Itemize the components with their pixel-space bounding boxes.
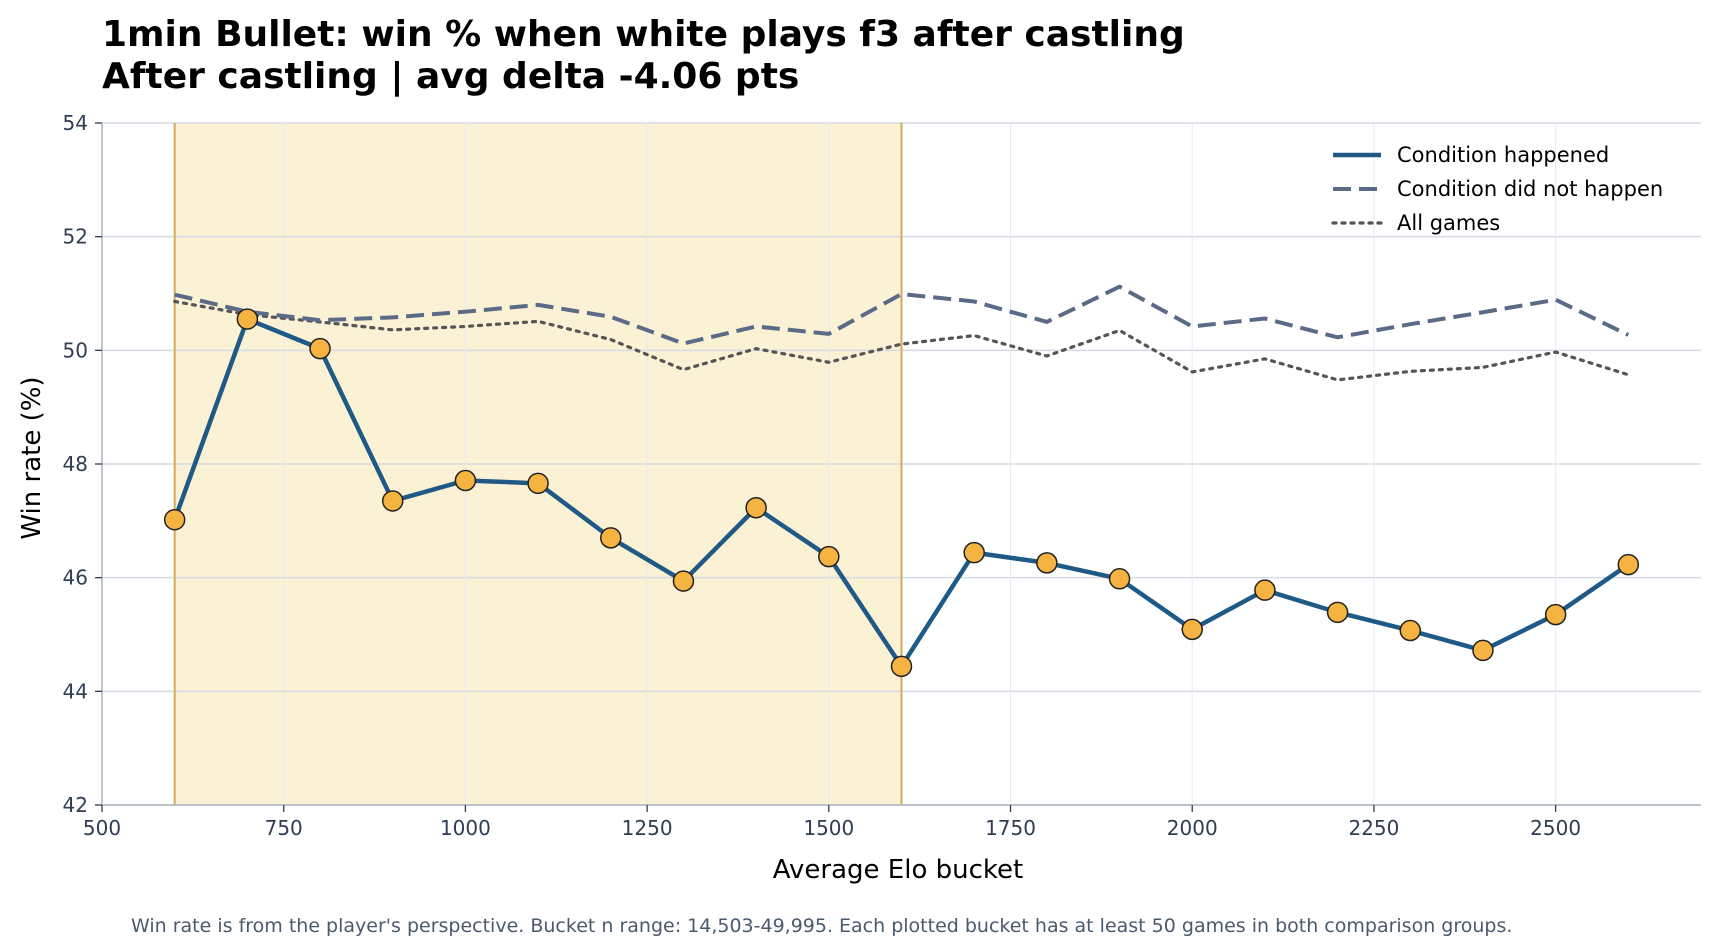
y-tick-label: 42	[63, 793, 88, 817]
data-point	[745, 497, 767, 519]
x-tick-label: 1750	[985, 816, 1036, 840]
x-tick-label: 2000	[1167, 816, 1218, 840]
x-tick-label: 2500	[1530, 816, 1581, 840]
legend-label: Condition did not happen	[1397, 177, 1663, 201]
legend-label: All games	[1397, 211, 1500, 235]
x-axis-label: Average Elo bucket	[773, 855, 1023, 885]
footnote: Win rate is from the player's perspectiv…	[131, 915, 1512, 937]
y-tick-label: 46	[63, 566, 88, 590]
data-point	[1544, 603, 1567, 626]
data-point	[600, 527, 622, 549]
x-tick-label: 1250	[622, 816, 673, 840]
data-point	[1254, 579, 1276, 601]
x-tick-label: 1500	[803, 816, 854, 840]
data-point	[963, 541, 985, 564]
data-point	[1399, 619, 1422, 642]
data-point	[1108, 568, 1131, 590]
data-point	[236, 308, 259, 330]
y-tick-label: 44	[63, 679, 88, 703]
chart-title: 1min Bullet: win % when white plays f3 a…	[102, 14, 1185, 55]
data-point	[1472, 639, 1494, 662]
data-point	[890, 655, 913, 678]
y-axis-label: Win rate (%)	[17, 376, 47, 539]
x-tick-label: 500	[83, 816, 121, 840]
data-point	[818, 545, 840, 568]
x-axis-ticks: 500 750 1000 1250 1500 1750 2000 2250 2500	[83, 805, 1581, 840]
data-point	[1181, 618, 1203, 641]
series-line-dotted	[173, 299, 1630, 382]
data-point	[1326, 601, 1349, 624]
data-point	[527, 472, 549, 495]
x-tick-label: 750	[265, 816, 303, 840]
legend: Condition happened Condition did not happ…	[1331, 143, 1663, 235]
data-point	[454, 469, 477, 492]
y-tick-label: 52	[63, 225, 88, 249]
data-point	[381, 490, 404, 512]
chart-subtitle: After castling | avg delta -4.06 pts	[102, 56, 799, 97]
y-tick-label: 50	[63, 338, 88, 362]
series-line-dashed	[174, 284, 1630, 346]
data-point	[309, 337, 331, 360]
y-axis-ticks: 42 44 46 48 50 52 54	[63, 111, 102, 817]
data-point	[163, 508, 186, 531]
markers	[163, 308, 1640, 678]
legend-label: Condition happened	[1397, 143, 1609, 167]
data-point	[672, 570, 695, 592]
y-tick-label: 54	[63, 111, 88, 135]
data-point	[1617, 553, 1640, 576]
x-tick-label: 2250	[1348, 816, 1399, 840]
y-tick-label: 48	[63, 452, 88, 476]
x-tick-label: 1000	[440, 816, 491, 840]
data-point	[1036, 552, 1058, 574]
